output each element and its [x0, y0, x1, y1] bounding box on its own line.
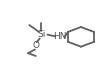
Text: O: O [32, 41, 39, 50]
Text: Si: Si [37, 30, 46, 39]
Text: HN: HN [53, 32, 67, 41]
